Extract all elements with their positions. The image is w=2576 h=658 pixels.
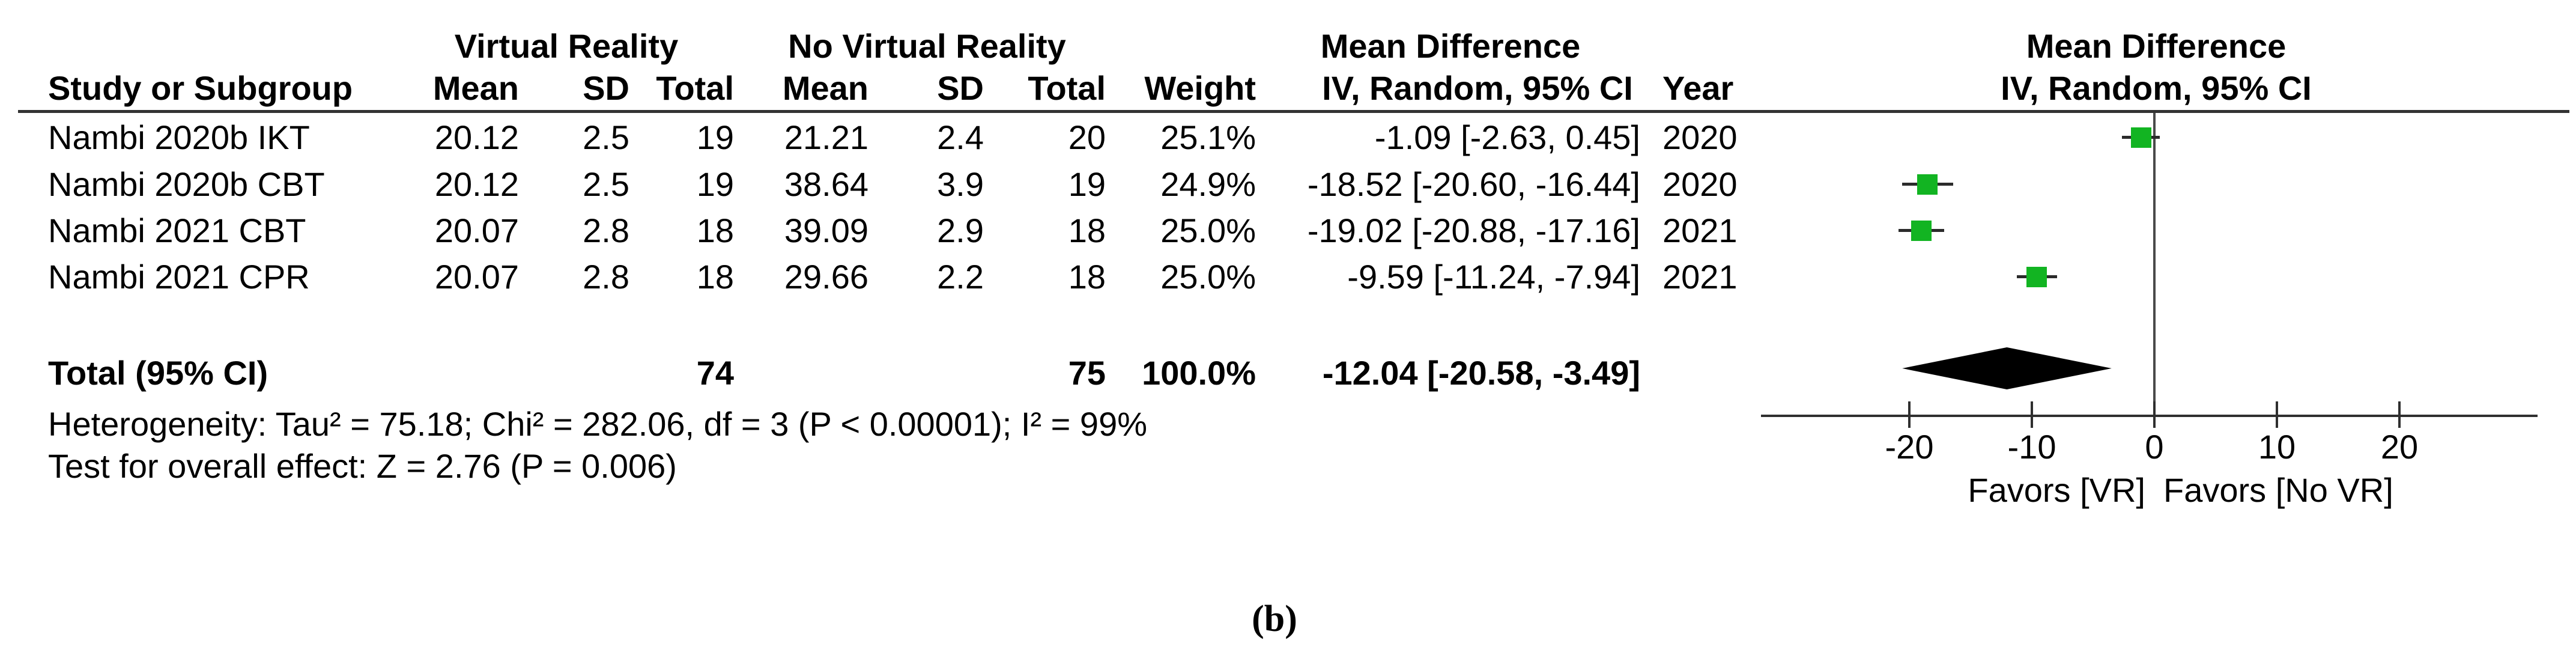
effect-marker (1911, 220, 1932, 241)
novr-sd: 2.2 (937, 258, 984, 296)
header-rule (18, 110, 2569, 113)
col-header-year: Year (1662, 69, 1734, 107)
col-header-ci-plot: IV, Random, 95% CI (2001, 69, 2312, 107)
effect-marker (2130, 127, 2151, 148)
total-row: Total (95% CI) 74 75 100.0% -12.04 [-20.… (0, 350, 2576, 396)
vr-mean: 20.12 (434, 165, 519, 203)
vr-total: 19 (696, 118, 734, 156)
novr-sd: 2.9 (937, 212, 984, 249)
ci-text: -19.02 [-20.88, -17.16] (1307, 212, 1640, 249)
vr-total: 18 (696, 212, 734, 249)
axis-tick (2398, 401, 2401, 428)
col-header-novr-sd: SD (937, 69, 984, 107)
table-row: Nambi 2020b CBT 20.12 2.5 19 38.64 3.9 1… (0, 161, 2576, 207)
vr-sd: 2.8 (583, 258, 629, 296)
column-header-row: Study or Subgroup Mean SD Total Mean SD … (0, 66, 2576, 109)
zero-effect-line (2153, 113, 2156, 416)
col-header-ci: IV, Random, 95% CI (1322, 69, 1633, 107)
novr-mean: 21.21 (784, 118, 868, 156)
group-header-row: Virtual Reality No Virtual Reality Mean … (0, 24, 2576, 67)
ci-text: -9.59 [-11.24, -7.94] (1347, 258, 1640, 296)
overall-effect-note: Test for overall effect: Z = 2.76 (P = 0… (48, 446, 677, 485)
vr-total: 19 (696, 165, 734, 203)
weight-value: 25.1% (1160, 118, 1256, 156)
total-vr-n: 74 (696, 354, 734, 392)
novr-total: 18 (1068, 212, 1106, 249)
col-header-study: Study or Subgroup (48, 69, 353, 107)
weight-value: 25.0% (1160, 258, 1256, 296)
axis-tick-label: 10 (2258, 427, 2296, 466)
col-header-novr-mean: Mean (782, 69, 868, 107)
vr-mean: 20.07 (434, 258, 519, 296)
novr-sd: 2.4 (937, 118, 984, 156)
weight-value: 24.9% (1160, 165, 1256, 203)
figure-caption: (b) (1252, 599, 1297, 639)
vr-total: 18 (696, 258, 734, 296)
group-header-no-virtual-reality: No Virtual Reality (788, 26, 1066, 65)
group-header-mean-difference: Mean Difference (1320, 26, 1581, 65)
col-header-novr-total: Total (1028, 69, 1106, 107)
novr-mean: 38.64 (784, 165, 868, 203)
total-novr-n: 75 (1068, 354, 1106, 392)
col-header-vr-mean: Mean (432, 69, 519, 107)
axis-tick (1908, 401, 1911, 428)
col-header-weight: Weight (1144, 69, 1256, 107)
axis-tick (2153, 401, 2156, 428)
axis-tick (2276, 401, 2278, 428)
vr-sd: 2.5 (583, 118, 629, 156)
novr-total: 18 (1068, 258, 1106, 296)
study-label: Nambi 2021 CBT (48, 212, 306, 249)
study-label: Nambi 2021 CPR (48, 258, 310, 296)
axis-tick-label: 0 (2145, 427, 2164, 466)
axis-tick (2031, 401, 2033, 428)
effect-marker (1917, 174, 1938, 195)
novr-total: 19 (1068, 165, 1106, 203)
total-weight: 100.0% (1142, 354, 1256, 392)
year-value: 2021 (1662, 212, 1738, 249)
year-value: 2021 (1662, 258, 1738, 296)
weight-value: 25.0% (1160, 212, 1256, 249)
col-header-vr-sd: SD (583, 69, 629, 107)
total-ci-text: -12.04 [-20.58, -3.49] (1322, 354, 1640, 392)
ci-text: -1.09 [-2.63, 0.45] (1374, 118, 1640, 156)
favors-left-label: Favors [VR] (1968, 471, 2145, 509)
vr-sd: 2.5 (583, 165, 629, 203)
year-value: 2020 (1662, 165, 1738, 203)
table-row: Nambi 2020b IKT 20.12 2.5 19 21.21 2.4 2… (0, 114, 2576, 160)
vr-mean: 20.12 (434, 118, 519, 156)
axis-tick-label: -10 (2007, 427, 2056, 466)
novr-mean: 29.66 (784, 258, 868, 296)
x-axis-line (1761, 415, 2538, 417)
group-header-mean-difference-plot: Mean Difference (2026, 26, 2287, 65)
year-value: 2020 (1662, 118, 1738, 156)
table-row: Nambi 2021 CPR 20.07 2.8 18 29.66 2.2 18… (0, 254, 2576, 300)
favors-right-label: Favors [No VR] (2163, 471, 2393, 509)
vr-sd: 2.8 (583, 212, 629, 249)
col-header-vr-total: Total (656, 69, 734, 107)
novr-total: 20 (1068, 118, 1106, 156)
axis-tick-label: -20 (1885, 427, 1934, 466)
ci-text: -18.52 [-20.60, -16.44] (1307, 165, 1640, 203)
study-label: Nambi 2020b CBT (48, 165, 325, 203)
heterogeneity-note: Heterogeneity: Tau² = 75.18; Chi² = 282.… (48, 404, 1148, 443)
group-header-virtual-reality: Virtual Reality (454, 26, 679, 65)
novr-mean: 39.09 (784, 212, 868, 249)
total-label: Total (95% CI) (48, 354, 268, 392)
effect-marker (2026, 266, 2047, 287)
novr-sd: 3.9 (937, 165, 984, 203)
table-row: Nambi 2021 CBT 20.07 2.8 18 39.09 2.9 18… (0, 207, 2576, 254)
axis-tick-label: 20 (2380, 427, 2419, 466)
study-label: Nambi 2020b IKT (48, 118, 310, 156)
vr-mean: 20.07 (434, 212, 519, 249)
